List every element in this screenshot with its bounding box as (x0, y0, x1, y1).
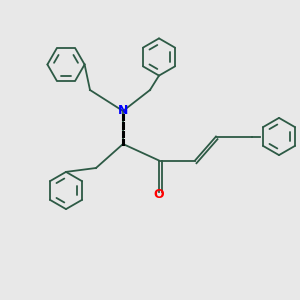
Text: N: N (118, 104, 128, 118)
Text: O: O (154, 188, 164, 201)
